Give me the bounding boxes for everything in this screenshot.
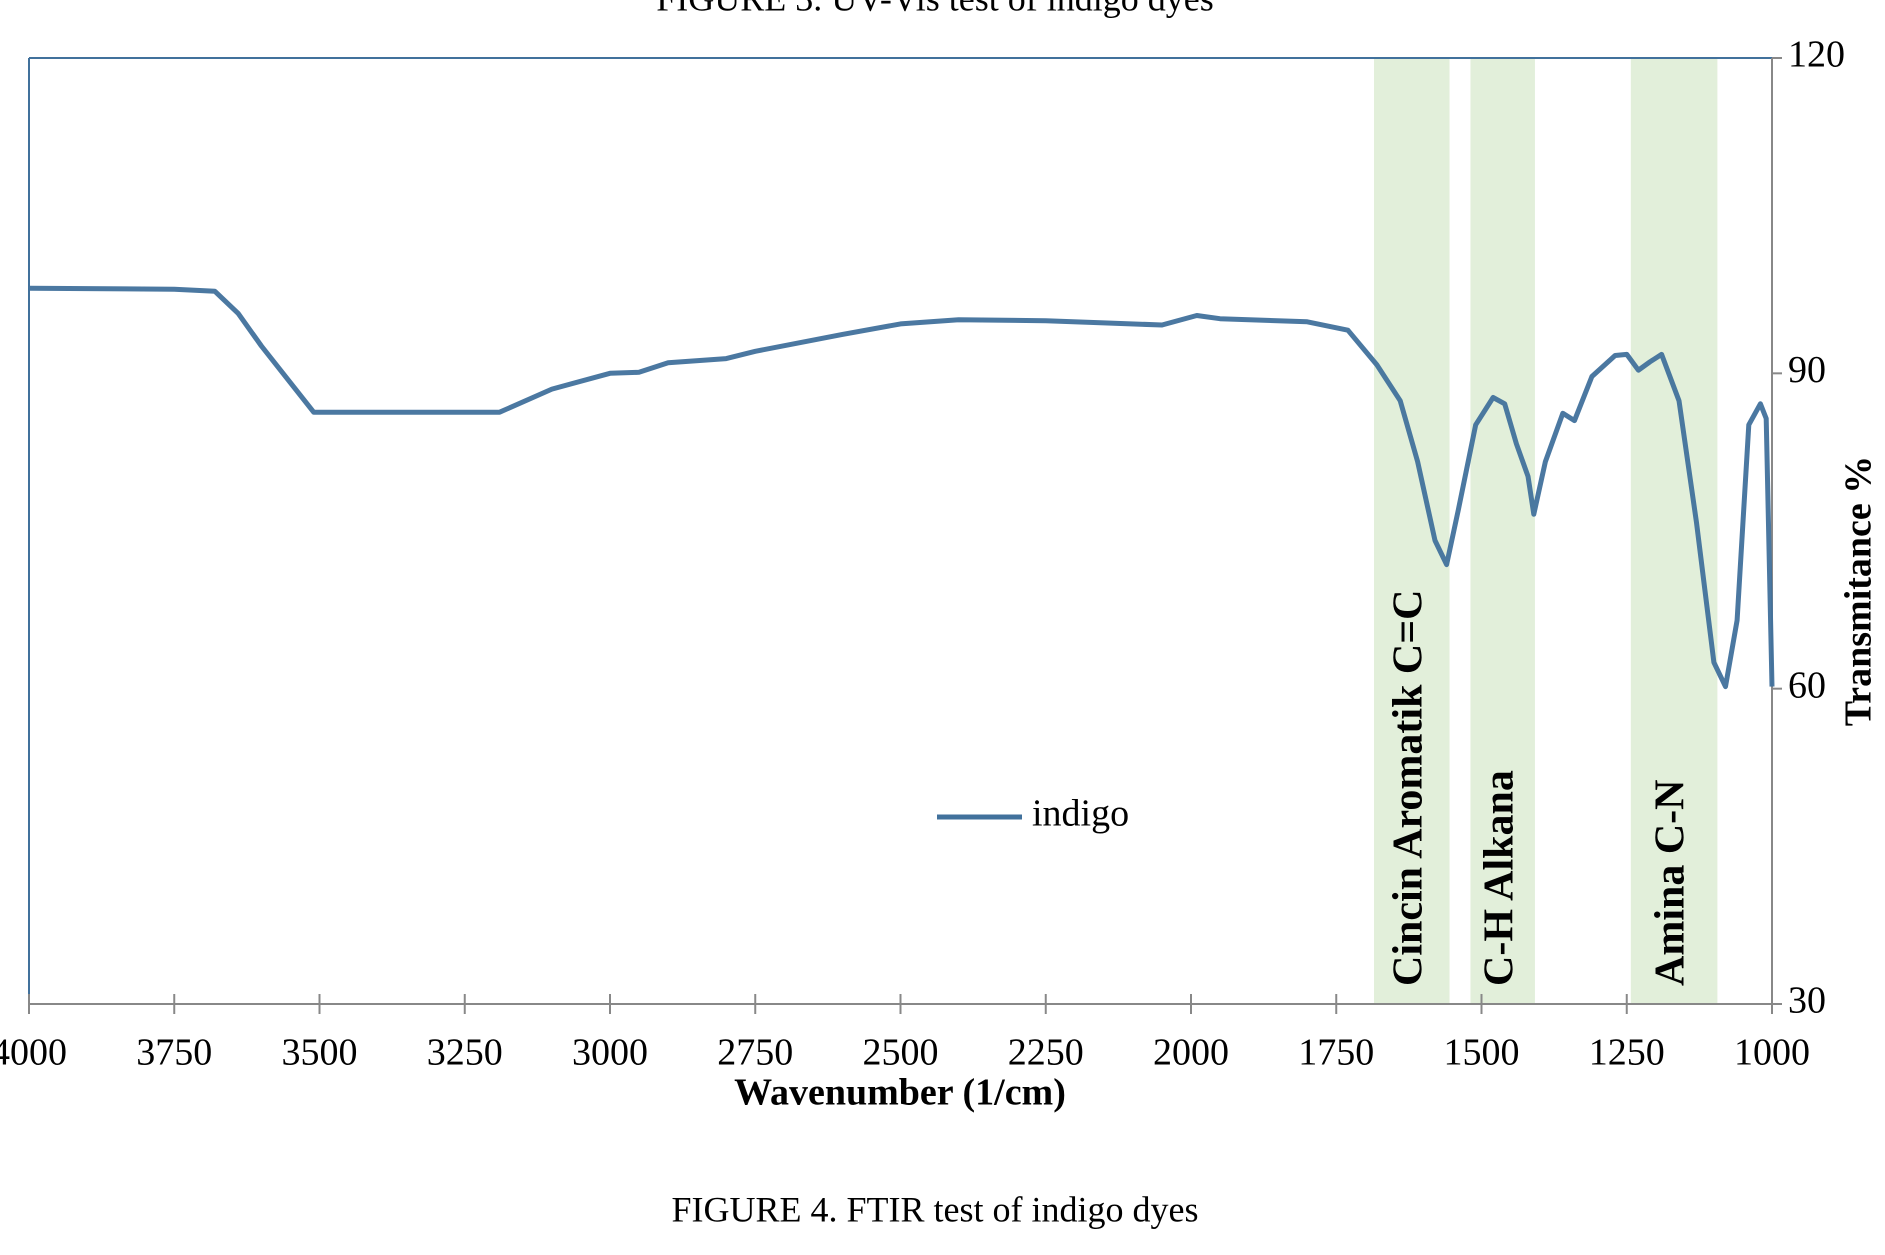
y-tick-label: 90 bbox=[1788, 349, 1826, 391]
x-tick-label: 2750 bbox=[717, 1032, 793, 1074]
band-label: C-H Alkana bbox=[1476, 770, 1522, 986]
x-tick-label: 2000 bbox=[1153, 1032, 1229, 1074]
line-series bbox=[28, 285, 1775, 690]
band bbox=[1470, 58, 1535, 1004]
band bbox=[1374, 58, 1450, 1004]
x-tick-label: 3250 bbox=[427, 1032, 503, 1074]
x-tick-label: 3750 bbox=[136, 1032, 212, 1074]
x-axis-title: Wavenumber (1/cm) bbox=[734, 1072, 1066, 1114]
band bbox=[1630, 58, 1718, 1004]
x-tick-label: 1250 bbox=[1589, 1032, 1665, 1074]
x-tick-label: 1000 bbox=[1734, 1032, 1810, 1074]
x-tick-label: 4000 bbox=[0, 1032, 67, 1074]
x-tick-label: 2250 bbox=[1008, 1032, 1084, 1074]
y-tick-label: 60 bbox=[1788, 664, 1826, 706]
x-tick-label: 3000 bbox=[572, 1032, 648, 1074]
y-tick-label: 30 bbox=[1788, 980, 1826, 1022]
legend-label: indigo bbox=[1032, 793, 1129, 835]
y-tick-label: 120 bbox=[1788, 34, 1845, 76]
figure-caption: FIGURE 4. FTIR test of indigo dyes bbox=[672, 1189, 1199, 1229]
x-tick-label: 3500 bbox=[282, 1032, 358, 1074]
x-tick-label: 1500 bbox=[1444, 1032, 1520, 1074]
band-label: Cincin Aromatik C=C bbox=[1385, 589, 1431, 986]
cropped-caption: FIGURE 3. UV-Vis test of indigo dyes bbox=[656, 0, 1214, 18]
x-tick-label: 1750 bbox=[1298, 1032, 1374, 1074]
y-axis-title: Transmitance % bbox=[1838, 456, 1880, 727]
x-tick-label: 2500 bbox=[863, 1032, 939, 1074]
band-label: Amina C-N bbox=[1648, 780, 1694, 987]
